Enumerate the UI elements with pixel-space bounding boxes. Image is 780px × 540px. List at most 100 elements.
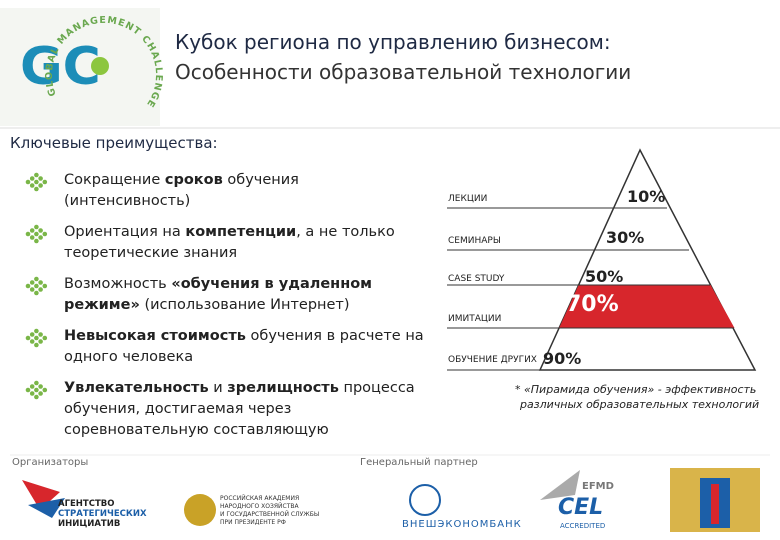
bullet-dot — [34, 172, 39, 178]
veb-name: ВНЕШЭКОНОМБАНК — [402, 519, 522, 530]
bullet-dot — [25, 335, 31, 341]
bullet-dot — [34, 394, 39, 400]
level-label: ЛЕКЦИИ — [448, 194, 487, 204]
bullet-dot — [25, 387, 31, 393]
bullet-dot — [29, 339, 35, 344]
bullet-dot — [38, 183, 43, 188]
bullet-dot — [34, 231, 39, 237]
bullet-dot — [34, 186, 39, 192]
bullet: Сокращение сроков обучения (интенсивност… — [64, 170, 424, 212]
bullet: Возможность «обучения в удаленном режиме… — [64, 274, 424, 316]
level-percent: 30% — [606, 228, 644, 247]
bullet-text: обучения в расчете на одного человека — [64, 328, 424, 365]
bullet-text: и — [208, 380, 228, 396]
bullet-dot — [29, 391, 35, 396]
bullet-dot — [34, 238, 39, 244]
level-percent: 10% — [627, 187, 665, 206]
bullet-bold-text: компетенции — [185, 224, 297, 240]
bullet-text: обучения (интенсивность) — [64, 172, 299, 209]
bullet-bold-text: Невысокая стоимость — [64, 328, 246, 344]
footnote-line2: различных образовательных технологий — [520, 398, 760, 411]
bullet-dot — [42, 387, 48, 393]
veb-emblem — [409, 484, 441, 516]
cel-name: CEL — [558, 495, 604, 520]
bullet-dot — [38, 287, 43, 292]
bullet-dot — [42, 335, 48, 341]
partner-label: Генеральный партнер — [360, 457, 478, 468]
bullet-dot — [38, 228, 43, 233]
bullet: Увлекательность и зрелищность процесса о… — [64, 378, 424, 441]
bullet-dot — [29, 332, 35, 337]
bullet-dot — [34, 290, 39, 296]
bullet-dot — [34, 342, 39, 348]
section-title: Ключевые преимущества: — [10, 134, 218, 152]
bullet-dot — [34, 380, 39, 386]
asi-name: СТРАТЕГИЧЕСКИХ — [58, 509, 147, 519]
level-label: ОБУЧЕНИЕ ДРУГИХ — [448, 355, 537, 365]
asi-name: ИНИЦИАТИВ — [58, 519, 120, 529]
bullet-dot — [29, 235, 35, 240]
bullet-dot — [29, 228, 35, 233]
bullet-text: Сокращение — [64, 172, 165, 188]
bullet-text: , а не только теоретические знания — [64, 224, 395, 261]
bullet-dot — [34, 283, 39, 289]
level-label: CASE STUDY — [448, 274, 505, 284]
bullet-dot — [34, 224, 39, 230]
bullet-dot — [34, 179, 39, 185]
bullet-dot — [29, 176, 35, 181]
cel-sub: ACCREDITED — [560, 522, 606, 530]
level-percent: 50% — [585, 267, 623, 286]
ranepa-emblem — [184, 494, 216, 526]
bullet-dot — [38, 332, 43, 337]
bullet-dot — [34, 387, 39, 393]
level-label: СЕМИНАРЫ — [448, 236, 501, 246]
organizers-label: Организаторы — [12, 457, 89, 468]
bullet-dot — [34, 335, 39, 341]
bullet: Ориентация на компетенции, а не только т… — [64, 222, 424, 264]
bullet-dot — [29, 280, 35, 285]
pyramid-highlight — [559, 285, 735, 328]
title-line1: Кубок региона по управлению бизнесом: — [175, 30, 611, 54]
bullet-dot — [25, 283, 31, 289]
coat-shield-stripe — [711, 484, 719, 524]
ranepa-name: И ГОСУДАРСТВЕННОЙ СЛУЖБЫ — [220, 511, 319, 518]
ranepa-name: ПРИ ПРЕЗИДЕНТЕ РФ — [220, 519, 286, 526]
pyramid — [538, 148, 757, 371]
bullet-dot — [29, 183, 35, 188]
bullet-dot — [42, 179, 48, 185]
bullet-bold-text: «обучения в удаленном режиме» — [64, 276, 373, 313]
ranepa-name: НАРОДНОГО ХОЗЯЙСТВА — [220, 503, 299, 510]
footnote-line1: * «Пирамида обучения» - эффективность — [515, 383, 757, 396]
level-label: ИМИТАЦИИ — [448, 314, 501, 324]
bullet-text: процесса обучения, достигаемая через сор… — [64, 380, 415, 438]
bullet-dot — [42, 231, 48, 237]
bullet-dot — [38, 339, 43, 344]
bullet-dot — [38, 384, 43, 389]
bullet-dot — [38, 176, 43, 181]
level-percent: 70% — [566, 292, 619, 317]
asi-logo — [28, 498, 65, 518]
level-percent: 90% — [543, 349, 581, 368]
bullet-dot — [34, 328, 39, 334]
bullet-bold-text: зрелищность — [227, 380, 339, 396]
bullet-text: (использование Интернет) — [139, 297, 350, 313]
logo-letters: GC — [20, 37, 101, 97]
bullet-dot — [25, 231, 31, 237]
bullet-dot — [38, 235, 43, 240]
bullet-dot — [38, 391, 43, 396]
bullet-dot — [42, 283, 48, 289]
logo-dot — [91, 57, 109, 75]
bullet-dot — [34, 276, 39, 282]
bullet-dot — [38, 280, 43, 285]
ranepa-name: РОССИЙСКАЯ АКАДЕМИЯ — [220, 495, 299, 502]
asi-name: АГЕНТСТВО — [58, 499, 114, 509]
bullet-dot — [29, 384, 35, 389]
bullet-text: Ориентация на — [64, 224, 186, 240]
title-line2: Особенности образовательной технологии — [175, 60, 632, 84]
bullet-text: Возможность — [64, 276, 172, 292]
bullet: Невысокая стоимость обучения в расчете н… — [64, 326, 424, 368]
efmd-name: EFMD — [582, 481, 614, 492]
bullet-bold-text: Увлекательность — [64, 380, 209, 396]
